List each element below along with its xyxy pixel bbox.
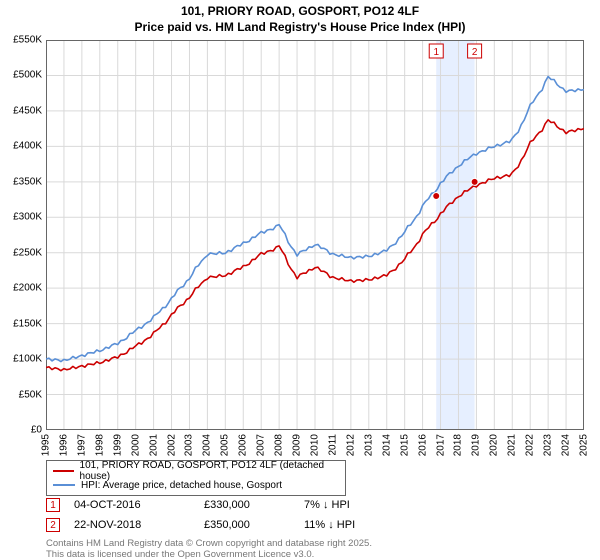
sale-price-2: £350,000 xyxy=(204,519,304,531)
x-axis-label: 2020 xyxy=(489,434,500,456)
x-axis-label: 2018 xyxy=(453,434,464,456)
x-axis-label: 2004 xyxy=(202,434,213,456)
x-axis-label: 1997 xyxy=(76,434,87,456)
x-axis-label: 2014 xyxy=(381,434,392,456)
y-axis-label: £300K xyxy=(0,212,42,223)
svg-text:1: 1 xyxy=(433,47,439,58)
sale-date-1: 04-OCT-2016 xyxy=(74,499,204,511)
sale-row-1: 1 04-OCT-2016 £330,000 7% ↓ HPI xyxy=(46,498,404,512)
x-axis-label: 2013 xyxy=(363,434,374,456)
y-axis-label: £500K xyxy=(0,70,42,81)
footer-line-1: Contains HM Land Registry data © Crown c… xyxy=(46,538,372,549)
footer-line-2: This data is licensed under the Open Gov… xyxy=(46,549,314,560)
sale-diff-2: 11% ↓ HPI xyxy=(304,519,404,531)
sale-diff-1: 7% ↓ HPI xyxy=(304,499,404,511)
x-axis-label: 2010 xyxy=(310,434,321,456)
y-axis-label: £450K xyxy=(0,105,42,116)
x-axis-label: 1996 xyxy=(58,434,69,456)
x-axis-label: 2023 xyxy=(543,434,554,456)
x-axis-label: 2002 xyxy=(166,434,177,456)
legend-label-blue: HPI: Average price, detached house, Gosp… xyxy=(81,480,282,491)
legend: 101, PRIORY ROAD, GOSPORT, PO12 4LF (det… xyxy=(46,460,346,496)
title-line-1: 101, PRIORY ROAD, GOSPORT, PO12 4LF xyxy=(0,4,600,20)
x-axis-label: 2006 xyxy=(238,434,249,456)
x-axis-label: 2019 xyxy=(471,434,482,456)
sale-row-2: 2 22-NOV-2018 £350,000 11% ↓ HPI xyxy=(46,518,404,532)
chart-plot-area: 12 £0£50K£100K£150K£200K£250K£300K£350K£… xyxy=(46,40,584,430)
x-axis-label: 2025 xyxy=(579,434,590,456)
x-axis-label: 2003 xyxy=(184,434,195,456)
y-axis-label: £0 xyxy=(0,425,42,436)
x-axis-label: 1998 xyxy=(94,434,105,456)
y-axis-label: £250K xyxy=(0,247,42,258)
x-axis-label: 2017 xyxy=(435,434,446,456)
y-axis-label: £550K xyxy=(0,35,42,46)
x-axis-label: 2022 xyxy=(525,434,536,456)
legend-swatch-red xyxy=(53,470,74,472)
title-block: 101, PRIORY ROAD, GOSPORT, PO12 4LF Pric… xyxy=(0,0,600,35)
x-axis-label: 2012 xyxy=(345,434,356,456)
chart-container: 101, PRIORY ROAD, GOSPORT, PO12 4LF Pric… xyxy=(0,0,600,560)
sale-marker-2: 2 xyxy=(46,518,60,532)
y-axis-label: £50K xyxy=(0,389,42,400)
sale-date-2: 22-NOV-2018 xyxy=(74,519,204,531)
x-axis-label: 2011 xyxy=(327,434,338,456)
x-axis-label: 2000 xyxy=(130,434,141,456)
y-axis-label: £100K xyxy=(0,354,42,365)
legend-row-red: 101, PRIORY ROAD, GOSPORT, PO12 4LF (det… xyxy=(53,464,339,478)
y-axis-label: £150K xyxy=(0,318,42,329)
x-axis-label: 2009 xyxy=(292,434,303,456)
y-axis-label: £350K xyxy=(0,176,42,187)
title-line-2: Price paid vs. HM Land Registry's House … xyxy=(0,20,600,36)
y-axis-label: £200K xyxy=(0,283,42,294)
x-axis-label: 2007 xyxy=(256,434,267,456)
x-axis-label: 2024 xyxy=(561,434,572,456)
x-axis-label: 1995 xyxy=(41,434,52,456)
y-axis-label: £400K xyxy=(0,141,42,152)
x-axis-label: 2005 xyxy=(220,434,231,456)
x-axis-label: 2016 xyxy=(417,434,428,456)
x-axis-label: 2001 xyxy=(148,434,159,456)
sale-price-1: £330,000 xyxy=(204,499,304,511)
x-axis-label: 2021 xyxy=(507,434,518,456)
x-axis-label: 2008 xyxy=(274,434,285,456)
x-axis-label: 2015 xyxy=(399,434,410,456)
svg-text:2: 2 xyxy=(472,47,478,58)
line-chart-svg: 12 xyxy=(46,40,584,430)
x-axis-label: 1999 xyxy=(112,434,123,456)
legend-swatch-blue xyxy=(53,484,75,486)
sale-marker-1: 1 xyxy=(46,498,60,512)
